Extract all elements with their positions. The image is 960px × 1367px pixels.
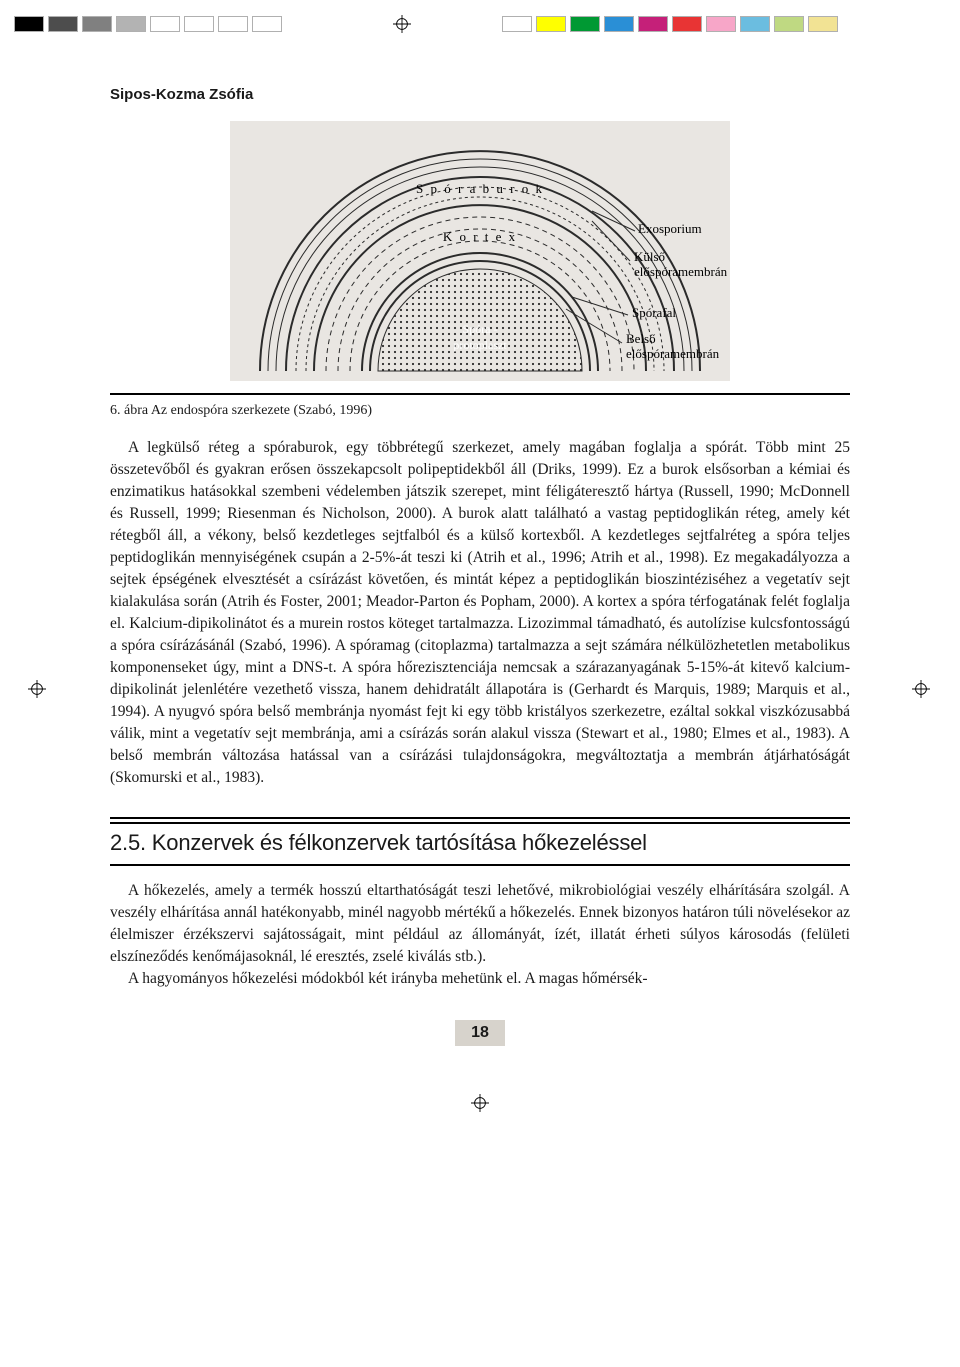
color-swatch bbox=[706, 16, 736, 32]
body-paragraph-1: A legkülső réteg a spóraburok, egy többr… bbox=[110, 437, 850, 789]
figure-endospore-diagram: S p ó r a b u r o k K o r t e x Spóra - … bbox=[230, 121, 730, 381]
caption-rule bbox=[110, 393, 850, 395]
color-swatch bbox=[14, 16, 44, 32]
label-protoplast-1: Spóra - bbox=[463, 322, 498, 336]
color-swatch bbox=[150, 16, 180, 32]
color-swatch bbox=[536, 16, 566, 32]
registration-mark-bottom bbox=[0, 1094, 960, 1127]
label-kortex: K o r t e x bbox=[443, 229, 517, 244]
registration-mark-left bbox=[28, 680, 48, 700]
color-swatch bbox=[82, 16, 112, 32]
crop-color-bar bbox=[0, 0, 960, 46]
color-swatch bbox=[252, 16, 282, 32]
label-protoplast-2: protoplaszt bbox=[453, 338, 507, 352]
color-swatch bbox=[184, 16, 214, 32]
color-swatch bbox=[740, 16, 770, 32]
label-belso-2: előspóramembrán bbox=[626, 346, 720, 361]
label-sporaburok: S p ó r a b u r o k bbox=[416, 181, 544, 196]
label-kulso-2: előspóramembrán bbox=[634, 264, 728, 279]
color-swatch bbox=[116, 16, 146, 32]
color-swatch bbox=[808, 16, 838, 32]
page-number: 18 bbox=[455, 1020, 505, 1046]
color-swatch bbox=[774, 16, 804, 32]
section-heading-block: 2.5. Konzervek és félkonzervek tartósítá… bbox=[110, 817, 850, 866]
section-heading: 2.5. Konzervek és félkonzervek tartósítá… bbox=[110, 830, 850, 856]
color-swatch bbox=[638, 16, 668, 32]
label-belso-1: Belső bbox=[626, 331, 656, 346]
color-swatch bbox=[502, 16, 532, 32]
label-kulso-1: Külső bbox=[634, 249, 665, 264]
label-exosporium: Exosporium bbox=[638, 221, 702, 236]
color-swatch bbox=[48, 16, 78, 32]
color-swatch bbox=[604, 16, 634, 32]
color-swatch bbox=[218, 16, 248, 32]
figure-caption: 6. ábra Az endospóra szerkezete (Szabó, … bbox=[110, 403, 850, 419]
running-head: Sipos-Kozma Zsófia bbox=[110, 86, 850, 103]
color-swatch bbox=[672, 16, 702, 32]
body-paragraph-2: A hőkezelés, amely a termék hosszú eltar… bbox=[110, 880, 850, 968]
body-paragraph-3: A hagyományos hőkezelési módokból két ir… bbox=[110, 968, 850, 990]
registration-mark-top bbox=[392, 14, 412, 34]
registration-mark-right bbox=[912, 680, 932, 700]
color-swatch bbox=[570, 16, 600, 32]
label-sporafal: Spórafal bbox=[632, 305, 676, 320]
